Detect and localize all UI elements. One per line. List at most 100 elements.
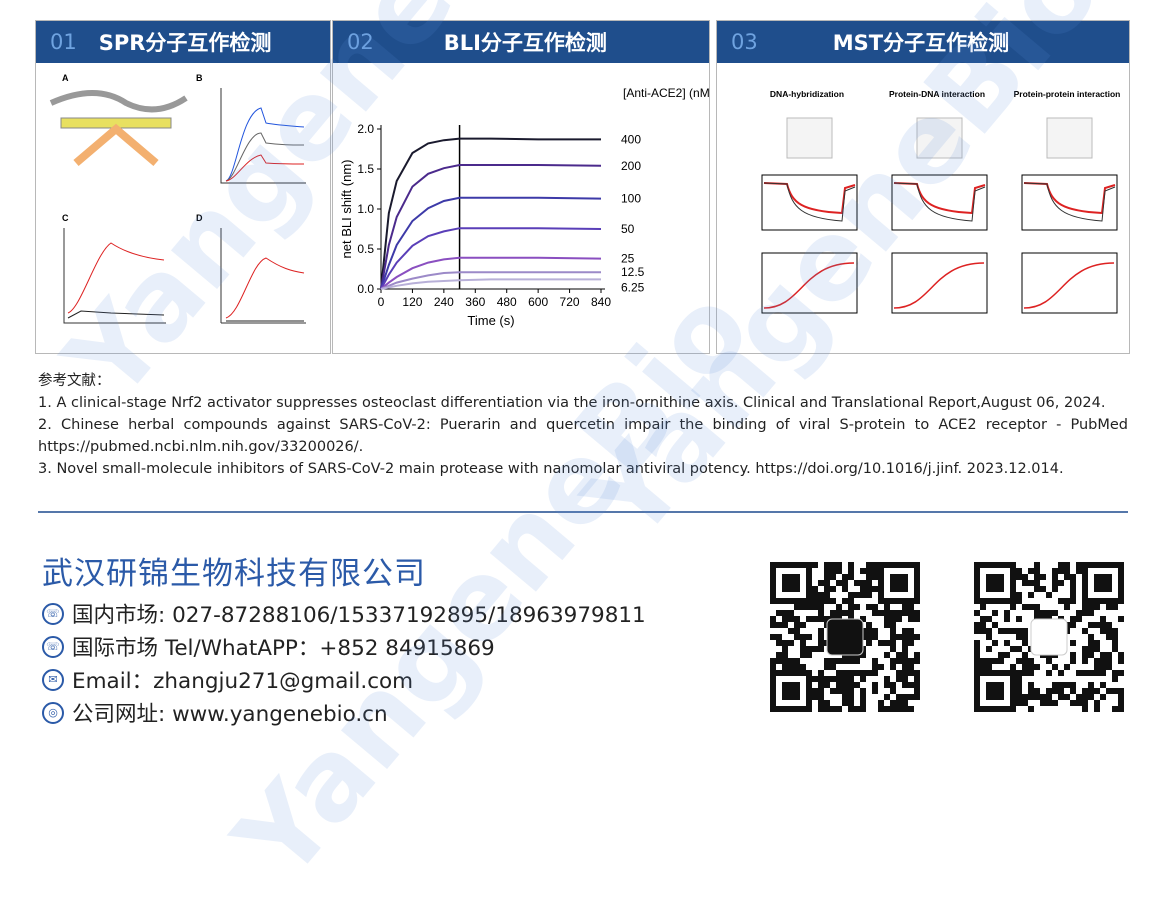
qr-module: [800, 640, 806, 646]
qr-module: [1082, 706, 1088, 712]
qr-module: [842, 658, 848, 664]
qr-module: [818, 640, 824, 646]
qr-module: [908, 634, 914, 640]
qr-module: [1010, 664, 1016, 670]
qr-module: [914, 682, 920, 688]
qr-module: [824, 700, 830, 706]
trace: [893, 182, 986, 215]
qr-module: [830, 706, 836, 712]
qr-module: [1088, 688, 1094, 694]
icon: [1046, 117, 1093, 159]
qr-finder: [1082, 562, 1124, 604]
qr-module: [794, 628, 800, 634]
qr-module: [884, 706, 890, 712]
qr-module: [908, 610, 914, 616]
qr-module: [800, 652, 806, 658]
qr-module: [980, 616, 986, 622]
qr-module: [1016, 688, 1022, 694]
qr-module: [908, 616, 914, 622]
qr-module: [902, 646, 908, 652]
qr-module: [812, 562, 818, 568]
qr-module: [830, 610, 836, 616]
qr-module: [1100, 670, 1106, 676]
qr-module: [1100, 652, 1106, 658]
qr-module: [1028, 568, 1034, 574]
qr-module: [1004, 628, 1010, 634]
y-tick-label: 0.5: [357, 242, 374, 256]
x-tick-label: 0: [378, 295, 385, 309]
x-tick-label: 720: [560, 295, 580, 309]
qr-module: [860, 592, 866, 598]
qr-module: [842, 688, 848, 694]
qr-module: [1028, 688, 1034, 694]
qr-module: [1082, 604, 1088, 610]
qr-module: [1022, 628, 1028, 634]
qr-module: [806, 616, 812, 622]
qr-module: [824, 574, 830, 580]
qr-module: [818, 688, 824, 694]
qr-module: [890, 610, 896, 616]
qr-module: [866, 580, 872, 586]
qr-module: [974, 664, 980, 670]
qr-module: [1094, 688, 1100, 694]
reference: 1. A clinical-stage Nrf2 activator suppr…: [38, 395, 1106, 411]
qr-module: [974, 646, 980, 652]
qr-module: [1118, 700, 1124, 706]
qr-module: [860, 676, 866, 682]
qr-module: [1070, 640, 1076, 646]
qr-module: [908, 682, 914, 688]
qr-module: [818, 694, 824, 700]
qr-module: [1022, 670, 1028, 676]
qr-module: [872, 682, 878, 688]
qr-module: [1052, 688, 1058, 694]
qr-module: [1070, 616, 1076, 622]
qr-module: [782, 664, 788, 670]
qr-module: [1016, 634, 1022, 640]
qr-module: [974, 610, 980, 616]
qr-module: [1106, 628, 1112, 634]
qr-module: [986, 628, 992, 634]
qr-module: [866, 640, 872, 646]
qr-module: [848, 598, 854, 604]
qr-module: [860, 568, 866, 574]
qr-module: [1034, 664, 1040, 670]
qr-module: [974, 658, 980, 664]
qr-module: [794, 604, 800, 610]
qr-module: [908, 706, 914, 712]
page: 01 SPR分子互作检测 A B C D 02 BLI分子互作检测 0.0 0.5 1.…: [35, 0, 1130, 903]
qr-module: [824, 706, 830, 712]
qr-module: [830, 658, 836, 664]
qr-module: [914, 610, 920, 616]
axis: [380, 125, 605, 290]
qr-module: [992, 640, 998, 646]
qr-module: [1076, 610, 1082, 616]
qr-module: [1064, 664, 1070, 670]
qr-module: [1040, 610, 1046, 616]
x-tick-label: 360: [465, 295, 485, 309]
qr-module: [1106, 658, 1112, 664]
qr-module: [842, 580, 848, 586]
contact: ☏ 国际市场 Tel/WhatAPP：+852 84915869: [42, 631, 495, 662]
qr-module: [1112, 688, 1118, 694]
qr-module: [1076, 700, 1082, 706]
qr-module: [776, 634, 782, 640]
qr-module: [1058, 580, 1064, 586]
qr-module: [896, 706, 902, 712]
qr-module: [890, 640, 896, 646]
qr-module: [860, 706, 866, 712]
panel-number: 03: [731, 30, 758, 54]
qr-module: [1034, 604, 1040, 610]
qr-module: [902, 670, 908, 676]
qr-module: [1094, 622, 1100, 628]
fig-label: B: [196, 73, 203, 83]
qr-module: [884, 616, 890, 622]
series-line: [380, 227, 602, 290]
qr-module: [848, 610, 854, 616]
qr-module: [914, 652, 920, 658]
qr-module: [818, 646, 824, 652]
qr-finder: [986, 682, 1004, 700]
qr-module: [1016, 676, 1022, 682]
qr-module: [1076, 568, 1082, 574]
qr-module: [1082, 688, 1088, 694]
qr-module: [902, 706, 908, 712]
